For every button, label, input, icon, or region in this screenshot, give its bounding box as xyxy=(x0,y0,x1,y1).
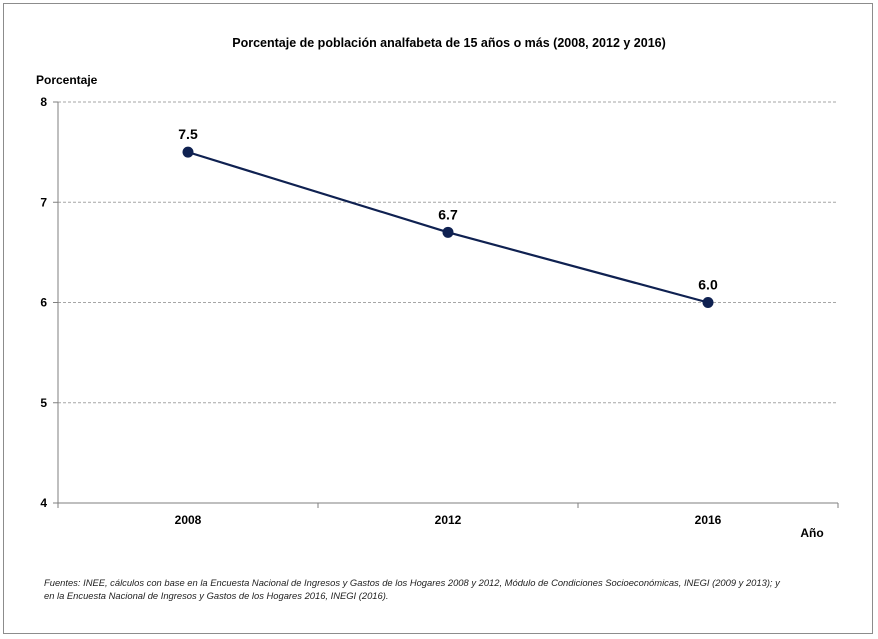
y-tick-label: 7 xyxy=(40,195,47,209)
gridlines xyxy=(58,101,838,404)
chart-title: Porcentaje de población analfabeta de 15… xyxy=(232,36,666,50)
data-label: 6.7 xyxy=(438,206,458,222)
x-tick-label: 2008 xyxy=(175,513,202,527)
x-tick-labels: 2008 2012 2016 xyxy=(175,513,722,527)
data-point xyxy=(442,226,454,238)
data-point xyxy=(702,297,714,308)
y-tick-label: 4 xyxy=(40,496,47,510)
data-label: 6.0 xyxy=(698,277,718,293)
x-tick-label: 2016 xyxy=(695,513,722,527)
footnote-line-2: en la Encuesta Nacional de Ingresos y Ga… xyxy=(44,590,389,601)
y-axis-label: Porcentaje xyxy=(36,73,98,87)
x-axis-label: Año xyxy=(800,526,823,540)
y-tick-labels: 4 5 6 7 8 xyxy=(40,95,47,510)
chart-frame xyxy=(3,3,873,634)
source-footnote: Fuentes: INEE, cálculos con base en la E… xyxy=(44,576,864,602)
y-tick-label: 5 xyxy=(40,396,47,410)
footnote-line-1: Fuentes: INEE, cálculos con base en la E… xyxy=(44,577,780,588)
y-tick-label: 8 xyxy=(40,95,47,109)
data-point xyxy=(182,146,194,158)
y-tick-label: 6 xyxy=(40,296,47,310)
axes xyxy=(53,101,839,508)
series-group: 7.5 6.7 6.0 xyxy=(178,126,718,308)
data-label: 7.5 xyxy=(178,126,198,142)
x-tick-label: 2012 xyxy=(435,513,462,527)
